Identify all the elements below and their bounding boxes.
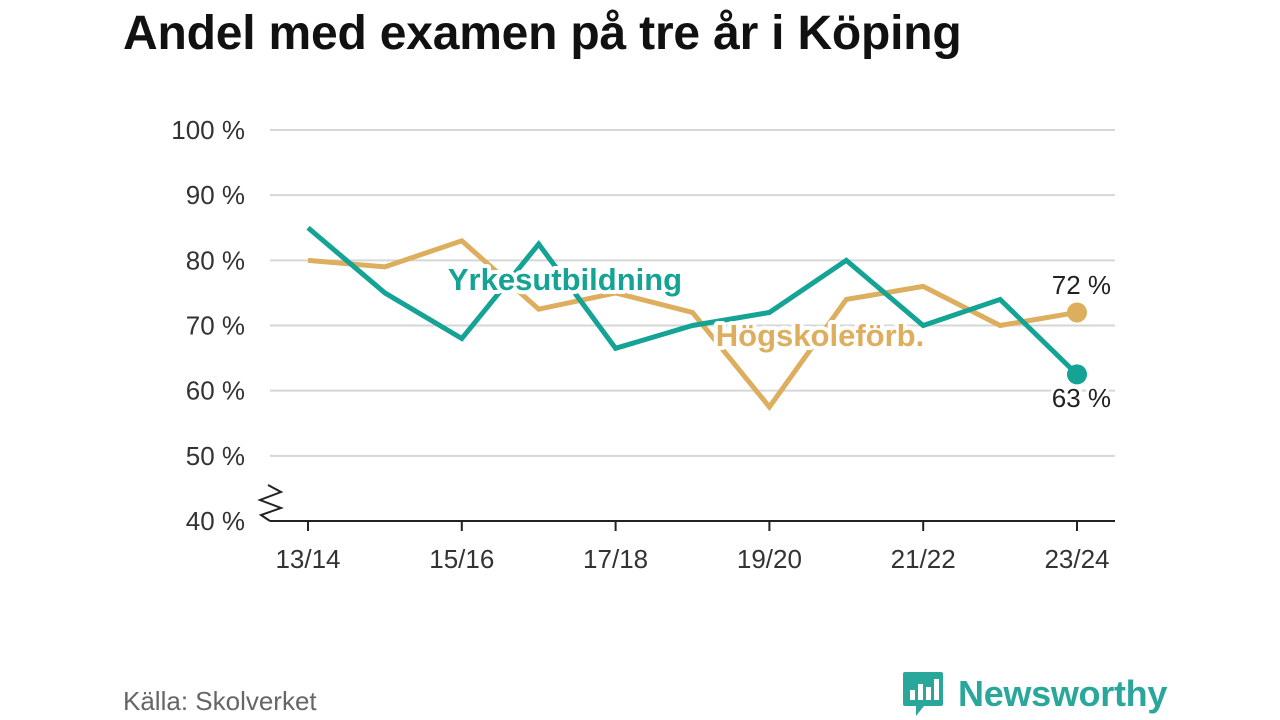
newsworthy-logo-icon	[903, 672, 943, 716]
series-labels: Yrkesutbildning Högskoleförb. 72 % 63 %	[444, 258, 1114, 416]
y-tick-label: 60 %	[186, 376, 245, 406]
source-note: Källa: Skolverket	[123, 686, 317, 716]
series-line-yrkesutbildning	[306, 225, 1079, 377]
y-tick-label: 40 %	[186, 506, 245, 536]
y-tick-label: 100 %	[171, 115, 245, 145]
x-tick-label: 23/24	[1044, 544, 1109, 574]
series-group	[306, 225, 1087, 412]
x-tick-label: 19/20	[737, 544, 802, 574]
series-line-hogskoleforb	[307, 237, 1078, 412]
end-value-label-yrkesutbildning: 63 %	[1052, 383, 1111, 413]
series-label-hogskoleforb: Högskoleförb.	[716, 318, 924, 353]
y-tick-label: 50 %	[186, 441, 245, 471]
axis-break-mark	[257, 484, 284, 522]
x-tick-label: 13/14	[275, 544, 340, 574]
x-tick-label: 15/16	[429, 544, 494, 574]
chart-title: Andel med examen på tre år i Köping	[123, 7, 962, 60]
x-tick-label: 17/18	[583, 544, 648, 574]
x-axis: 13/14 15/16 17/18 19/20 21/22 23/24	[257, 484, 1115, 574]
gridlines	[270, 129, 1115, 457]
end-value-label-hogskoleforb: 72 %	[1052, 270, 1111, 300]
end-point-yrkesutbildning	[1067, 364, 1087, 385]
y-tick-label: 80 %	[186, 245, 245, 275]
line-chart: 40 % 50 % 60 % 70 % 80 % 90 % 100 % 13/14 15/16…	[171, 115, 1115, 574]
brand-logo: Newsworthy	[902, 668, 1167, 720]
y-axis-ticks: 40 % 50 % 60 % 70 % 80 % 90 % 100 %	[171, 115, 245, 536]
x-tick-label: 21/22	[891, 544, 956, 574]
series-label-yrkesutbildning: Yrkesutbildning	[448, 262, 682, 297]
brand-name: Newsworthy	[958, 673, 1168, 714]
y-tick-label: 90 %	[186, 180, 245, 210]
y-tick-label: 70 %	[186, 311, 245, 341]
end-point-hogskoleforb	[1067, 302, 1087, 323]
